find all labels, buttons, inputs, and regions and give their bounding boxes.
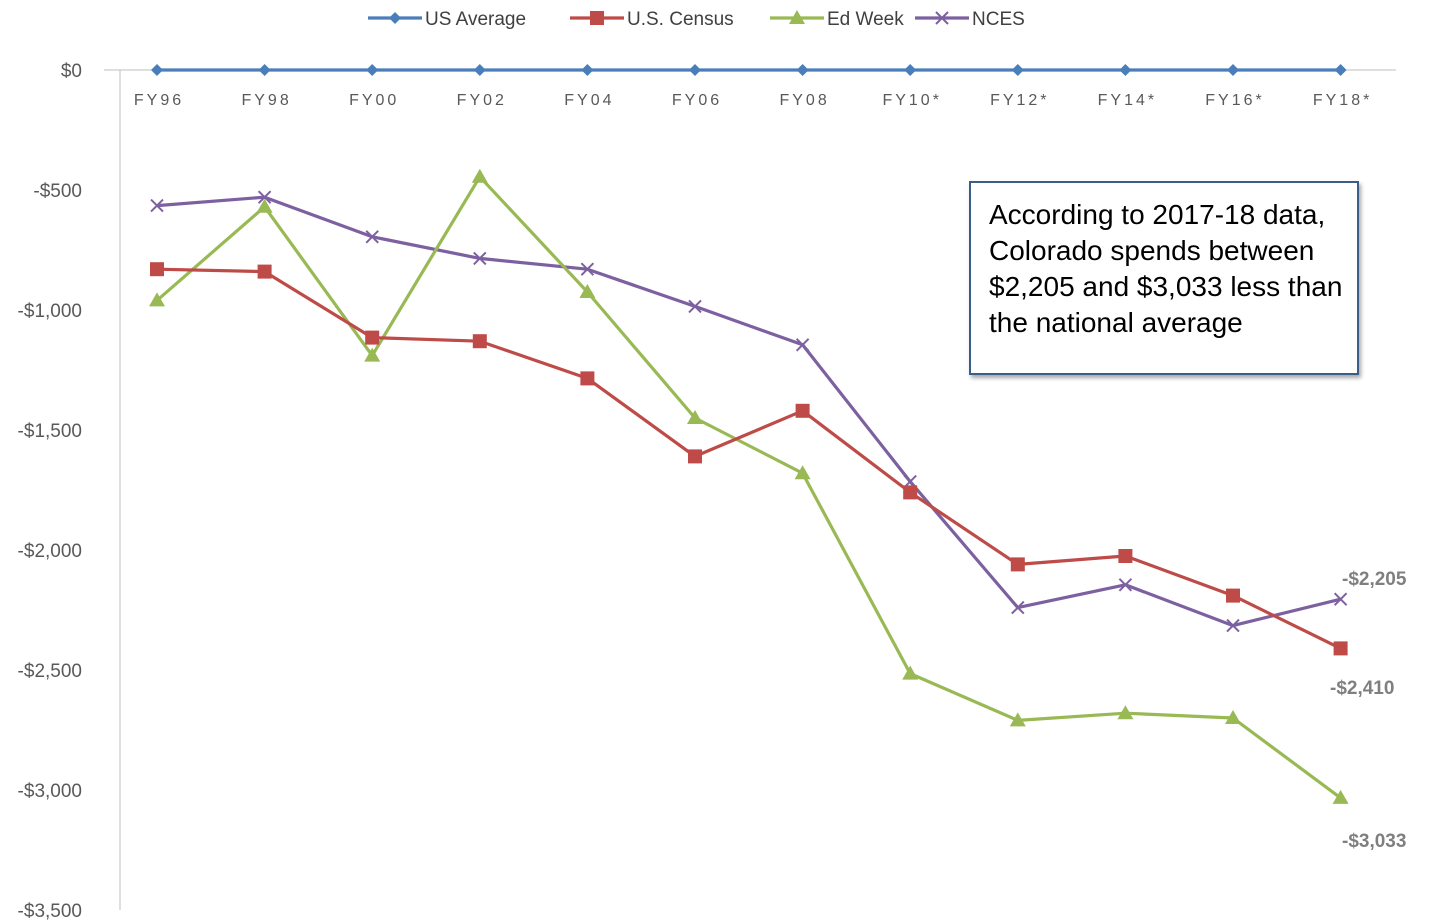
data-point-us-average (151, 64, 163, 76)
x-tick-label: FY98 (241, 92, 291, 109)
data-point-nces (365, 230, 379, 244)
series-line-nces (156, 195, 1341, 628)
y-tick-label: $0 (61, 61, 82, 82)
chart-legend: US Average U.S. Census Ed Week NCES (368, 9, 1025, 30)
x-tick-label: FY06 (672, 92, 722, 109)
data-point-ed-week (1009, 712, 1026, 727)
data-point-us-average (1119, 64, 1132, 76)
y-tick-label: -$2,000 (18, 541, 82, 562)
data-point-us-average (473, 64, 486, 76)
x-axis: FY96 FY98 FY00 FY02 FY04 FY06 FY08 FY10* FY12* FY… (104, 69, 1396, 109)
data-point-ed-week (579, 284, 596, 298)
series-us-average (151, 64, 1347, 76)
data-point-u-s-census (1010, 557, 1025, 572)
legend-marker (935, 11, 949, 25)
data-point-us-average (689, 64, 701, 76)
data-point-nces (1226, 618, 1240, 633)
series-line-u-s-census (156, 267, 1342, 650)
x-tick-label: FY96 (134, 92, 184, 109)
data-point-ed-week (364, 347, 381, 362)
data-point-u-s-census (365, 330, 380, 345)
data-point-u-s-census (1333, 641, 1348, 656)
data-point-u-s-census (1118, 549, 1133, 563)
legend-item-nces: NCES (915, 9, 1025, 30)
legend-item-ed-week: Ed Week (770, 9, 904, 30)
data-point-u-s-census (795, 403, 810, 418)
data-point-nces (473, 251, 487, 266)
y-tick-label: -$500 (33, 181, 82, 202)
end-label-nces: -$2,205 (1342, 569, 1407, 590)
series-u-s-census (150, 262, 1348, 656)
data-point-u-s-census (257, 264, 272, 279)
legend-marker (789, 10, 805, 24)
data-point-u-s-census (1226, 588, 1240, 603)
y-tick-label: -$2,500 (18, 661, 82, 682)
data-point-nces (150, 198, 164, 213)
x-tick-label: FY08 (779, 92, 829, 109)
data-point-u-s-census (150, 262, 164, 277)
data-point-ed-week (149, 292, 165, 307)
data-point-ed-week (794, 465, 811, 480)
data-point-nces (688, 299, 702, 314)
legend-item-us-average: US Average (368, 9, 526, 30)
data-point-ed-week (256, 198, 273, 213)
data-point-ed-week (902, 665, 919, 680)
data-point-u-s-census (903, 485, 918, 500)
series-line-ed-week (155, 175, 1342, 800)
x-tick-label: FY10* (882, 92, 941, 109)
legend-marker (389, 12, 401, 24)
data-point-ed-week (1225, 710, 1241, 724)
data-point-us-average (1011, 64, 1024, 76)
legend-label: US Average (425, 9, 526, 30)
annotation-text: According to 2017-18 data, Colorado spen… (989, 199, 1343, 338)
x-tick-label: FY02 (457, 92, 507, 109)
data-point-u-s-census (580, 371, 595, 386)
legend-marker (590, 11, 604, 25)
legend-label: NCES (972, 9, 1025, 30)
series-nces (150, 190, 1348, 633)
series-layer (149, 64, 1349, 804)
data-point-us-average (796, 64, 809, 76)
data-point-nces (257, 190, 272, 204)
x-tick-label: FY12* (990, 92, 1049, 109)
annotation-box: According to 2017-18 data, Colorado spen… (969, 181, 1359, 375)
data-point-ed-week (1117, 705, 1134, 720)
data-point-u-s-census (472, 334, 487, 349)
data-point-us-average (581, 64, 594, 76)
data-point-us-average (1227, 64, 1239, 76)
x-tick-label: FY00 (349, 92, 399, 109)
data-point-us-average (258, 64, 271, 76)
data-point-ed-week (471, 168, 488, 183)
data-point-nces (1118, 578, 1133, 592)
data-point-us-average (366, 64, 379, 76)
data-point-nces (580, 262, 595, 276)
y-tick-label: -$1,000 (18, 301, 82, 322)
data-point-ed-week (1332, 789, 1349, 804)
data-point-us-average (904, 64, 917, 76)
x-tick-label: FY16* (1205, 92, 1264, 109)
data-point-ed-week (687, 410, 703, 424)
x-tick-label: FY04 (564, 92, 614, 109)
data-point-nces (1011, 600, 1025, 615)
data-point-nces (1333, 592, 1348, 606)
end-label-edweek: -$3,033 (1342, 831, 1406, 852)
legend-label: Ed Week (827, 9, 904, 30)
y-tick-label: -$3,500 (18, 901, 82, 922)
y-tick-label: -$1,500 (18, 421, 82, 442)
y-axis: $0 -$500 -$1,000 -$1,500 -$2,000 -$2,500 -$3,0… (18, 61, 121, 922)
x-tick-label: FY18* (1313, 92, 1372, 109)
data-point-u-s-census (688, 449, 702, 464)
x-tick-label: FY14* (1098, 92, 1157, 109)
data-point-us-average (1334, 64, 1347, 76)
legend-item-u-s-census: U.S. Census (570, 9, 734, 30)
legend-label: U.S. Census (627, 9, 734, 30)
end-labels: -$2,205 -$2,410 -$3,033 (1330, 569, 1407, 852)
series-ed-week (149, 168, 1349, 804)
data-point-nces (795, 338, 810, 352)
y-tick-label: -$3,000 (18, 781, 82, 802)
end-label-census: -$2,410 (1330, 678, 1394, 699)
